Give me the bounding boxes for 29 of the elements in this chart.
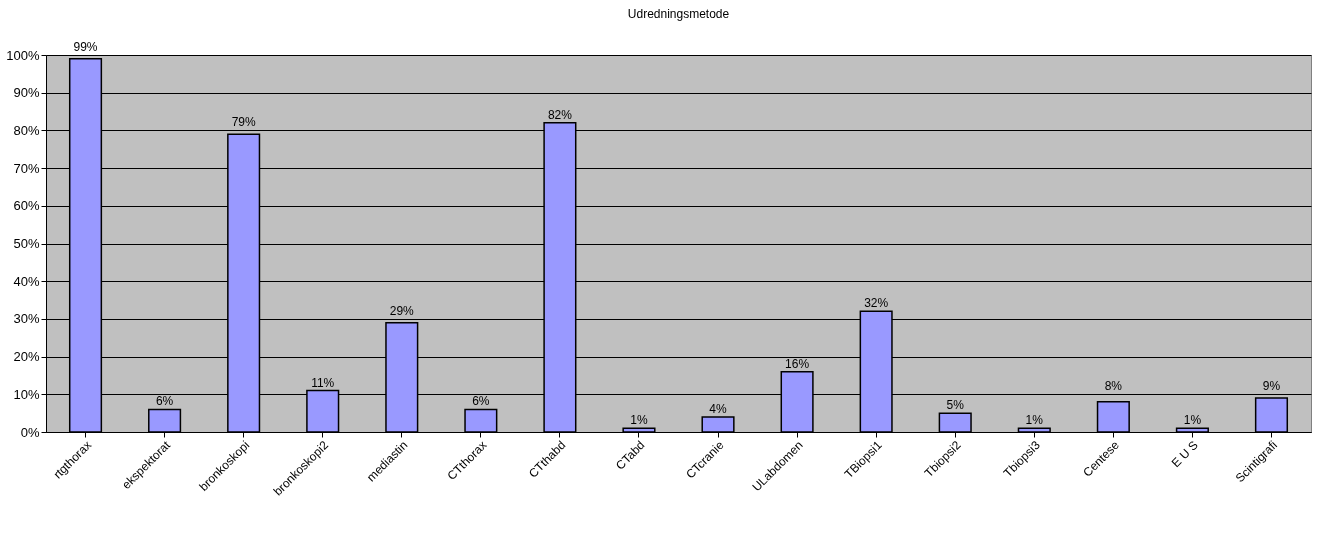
data-label: 79%	[231, 115, 256, 130]
y-tick-label: 70%	[13, 160, 40, 176]
y-tick-label: 50%	[13, 236, 40, 251]
data-label: 1%	[630, 413, 648, 428]
y-tick-label: 10%	[13, 386, 40, 402]
data-label: 4%	[709, 401, 728, 416]
data-label: 6%	[472, 394, 490, 409]
data-label: 99%	[73, 40, 98, 54]
y-tick-label: 30%	[13, 311, 40, 327]
data-label: 1%	[1025, 413, 1044, 428]
data-label: 82%	[547, 107, 573, 122]
x-tick-label: E U S	[1168, 438, 1201, 471]
data-label: 8%	[1104, 379, 1123, 394]
data-label: 29%	[389, 303, 415, 318]
data-label: 16%	[785, 356, 810, 371]
data-label: 6%	[155, 394, 174, 409]
y-tick-label: 20%	[13, 349, 40, 365]
chart-title: Udredningsmetode	[627, 7, 730, 21]
y-tick-label: 40%	[13, 273, 40, 289]
data-label: 9%	[1262, 379, 1281, 394]
data-label: 11%	[311, 375, 335, 390]
data-label: 5%	[946, 398, 965, 413]
y-tick-label: 0%	[20, 424, 40, 440]
y-tick-label: 100%	[6, 47, 40, 63]
data-label: 1%	[1183, 413, 1202, 428]
y-tick-label: 60%	[13, 198, 40, 214]
data-label: 32%	[864, 296, 889, 311]
y-tick-label: 90%	[13, 85, 40, 101]
y-tick-label: 80%	[13, 122, 40, 138]
